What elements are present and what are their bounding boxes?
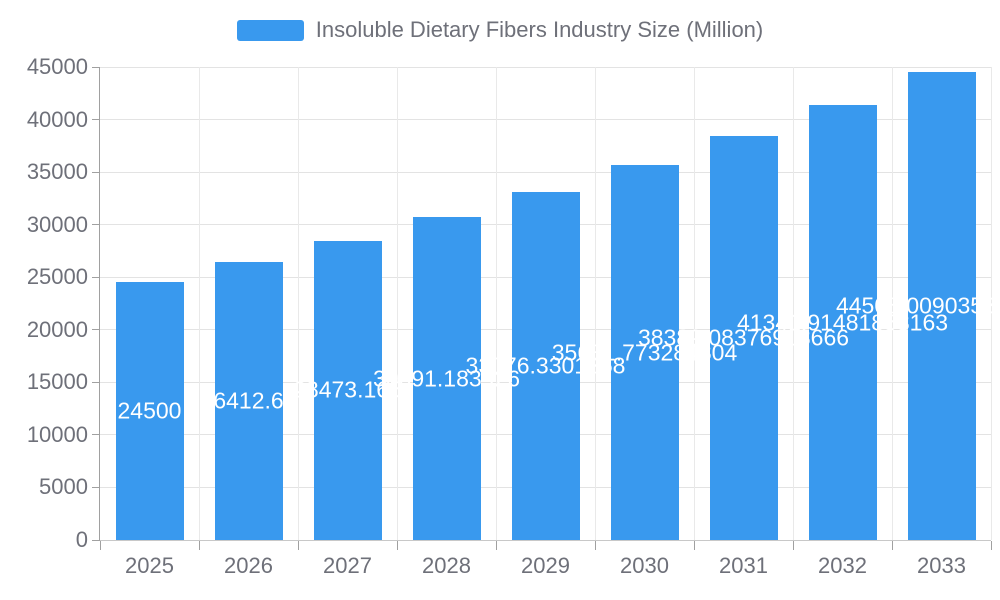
bar[interactable] [907,72,976,540]
grid-line-horizontal [100,66,991,68]
x-tick-label: 2028 [422,553,471,578]
y-tick-label: 35000 [26,159,88,185]
y-axis-line [99,67,100,541]
grid-line-vertical [297,67,299,540]
bar[interactable] [808,105,877,540]
x-axis-line [100,540,991,541]
bar[interactable] [313,240,382,540]
y-tick-label: 0 [75,527,88,552]
legend-item[interactable]: Insoluble Dietary Fibers Industry Size (… [236,14,764,46]
y-tick-label: 15000 [26,369,88,395]
x-axis-tick [990,541,992,550]
x-axis-tick [693,541,695,550]
bar[interactable] [709,136,778,540]
x-tick-label: 2031 [719,553,768,578]
grid-line-vertical [693,67,695,540]
x-tick-label: 2030 [620,553,669,578]
y-axis-tick [92,434,100,436]
y-tick-label: 30000 [26,211,88,237]
y-axis-tick [92,329,100,331]
grid-line-vertical [594,67,596,540]
x-axis-tick [594,541,596,550]
legend-marker-swatch [236,19,304,41]
y-tick-label: 40000 [26,106,88,132]
y-axis-tick [92,381,100,383]
y-axis-tick [92,276,100,278]
x-axis-tick [792,541,794,550]
y-axis-tick [92,224,100,226]
x-axis-tick [198,541,200,550]
legend-label: Insoluble Dietary Fibers Industry Size (… [315,17,764,42]
y-axis-tick [92,539,100,541]
y-tick-label: 25000 [26,264,88,290]
grid-line-vertical [990,67,992,540]
grid-line-vertical [198,67,200,540]
bar[interactable] [115,282,184,540]
bar[interactable] [511,192,580,540]
grid-line-vertical [495,67,497,540]
x-axis-tick [99,541,101,550]
grid-line-vertical [792,67,794,540]
y-axis-tick [92,119,100,121]
x-axis-tick [396,541,398,550]
grid-line-vertical [891,67,893,540]
bar[interactable] [610,165,679,540]
x-tick-label: 2026 [224,553,273,578]
grid-line-vertical [396,67,398,540]
y-tick-label: 10000 [26,421,88,447]
x-tick-label: 2033 [917,553,966,578]
y-axis-tick [92,66,100,68]
bar[interactable] [412,217,481,540]
y-tick-label: 20000 [26,316,88,342]
y-tick-label: 45000 [26,54,88,79]
x-axis-tick [891,541,893,550]
grid-line-horizontal [100,119,991,121]
bar[interactable] [214,262,283,540]
x-tick-label: 2032 [818,553,867,578]
x-tick-label: 2025 [125,553,174,578]
legend: Insoluble Dietary Fibers Industry Size (… [0,14,1000,46]
grid-line-horizontal [100,171,991,173]
y-tick-label: 5000 [39,474,88,500]
y-axis-tick [92,171,100,173]
x-tick-label: 2027 [323,553,372,578]
x-tick-label: 2029 [521,553,570,578]
y-axis-tick [92,486,100,488]
x-axis-tick [495,541,497,550]
x-axis-tick [297,541,299,550]
